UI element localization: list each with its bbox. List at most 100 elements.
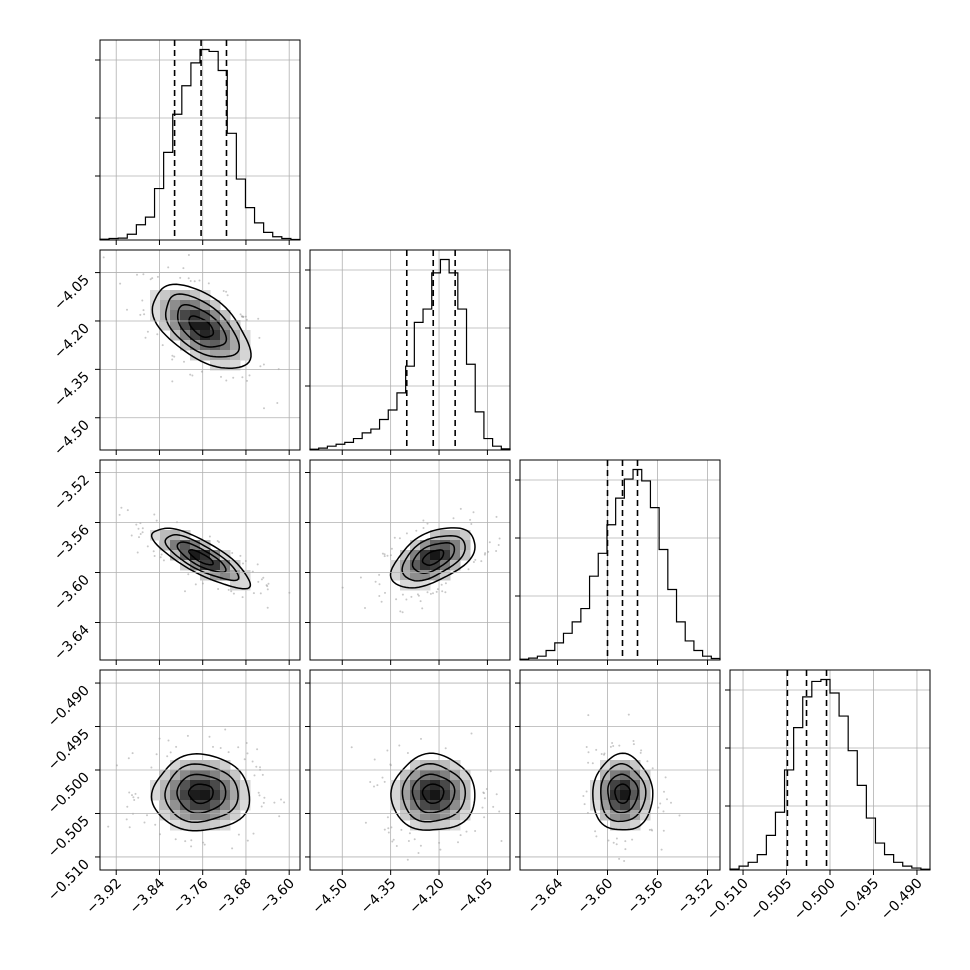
x-tick-label: −0.505 bbox=[747, 876, 795, 924]
density-cell bbox=[630, 760, 641, 771]
sample-point bbox=[395, 598, 398, 601]
density-cell bbox=[170, 330, 181, 341]
density-cell bbox=[200, 540, 211, 551]
sample-point bbox=[256, 748, 259, 751]
histogram bbox=[729, 678, 931, 870]
sample-point bbox=[484, 552, 487, 555]
sample-point bbox=[262, 363, 265, 366]
sample-point bbox=[670, 801, 672, 804]
sample-point bbox=[262, 576, 265, 579]
sample-point bbox=[498, 810, 501, 813]
sample-point bbox=[141, 299, 144, 302]
density-cell bbox=[450, 770, 461, 781]
density-cell bbox=[210, 790, 221, 801]
sample-point bbox=[255, 765, 258, 768]
sample-point bbox=[201, 582, 204, 585]
density-cell bbox=[190, 320, 201, 331]
density-cell bbox=[410, 790, 421, 801]
density-cell bbox=[240, 350, 251, 361]
sample-point bbox=[244, 315, 247, 318]
sample-point bbox=[155, 753, 158, 756]
x-tick-label: −3.84 bbox=[127, 875, 169, 917]
sample-point bbox=[472, 561, 475, 563]
histogram bbox=[309, 258, 511, 450]
density-cell bbox=[190, 800, 201, 811]
density-cell bbox=[450, 810, 461, 821]
density-cell bbox=[400, 560, 411, 571]
density-cell bbox=[450, 540, 461, 551]
sample-point bbox=[241, 376, 244, 379]
sample-point bbox=[137, 796, 140, 799]
sample-point bbox=[612, 841, 615, 844]
density-cell bbox=[460, 770, 471, 781]
sample-point bbox=[426, 591, 429, 594]
sample-point bbox=[664, 776, 667, 779]
sample-point bbox=[153, 555, 156, 557]
density-cell bbox=[600, 780, 611, 791]
sample-point bbox=[259, 592, 262, 595]
sample-point bbox=[153, 513, 156, 516]
sample-point bbox=[612, 745, 615, 747]
sample-point bbox=[162, 559, 165, 562]
sample-point bbox=[383, 828, 386, 831]
sample-point bbox=[146, 545, 149, 548]
sample-point bbox=[487, 550, 490, 553]
sample-point bbox=[133, 799, 136, 801]
sample-point bbox=[245, 742, 248, 744]
sample-point bbox=[260, 578, 263, 581]
sample-point bbox=[364, 607, 366, 609]
density-cell bbox=[180, 550, 191, 561]
x-tick-label: −4.05 bbox=[455, 876, 497, 918]
sample-point bbox=[190, 839, 193, 842]
density-cell bbox=[410, 540, 421, 551]
density-cell bbox=[200, 810, 211, 821]
density-cell bbox=[450, 780, 461, 791]
density-cell bbox=[190, 300, 201, 311]
sample-point bbox=[246, 752, 249, 755]
sample-point bbox=[482, 791, 485, 794]
sample-point bbox=[184, 590, 186, 593]
y-tick-label: −0.495 bbox=[45, 726, 93, 774]
density-cell bbox=[150, 790, 161, 801]
sample-point bbox=[227, 751, 230, 754]
sample-point bbox=[138, 536, 140, 539]
sample-point bbox=[405, 532, 408, 535]
sample-point bbox=[419, 600, 422, 603]
density-cell bbox=[200, 570, 211, 581]
sample-point bbox=[666, 798, 668, 801]
density-cell bbox=[150, 300, 161, 311]
sample-point bbox=[280, 798, 282, 801]
sample-point bbox=[227, 588, 230, 591]
sample-point bbox=[139, 313, 142, 316]
density-cell bbox=[210, 570, 221, 581]
density-layer bbox=[118, 506, 291, 609]
sample-point bbox=[417, 852, 420, 854]
panel-2-0: −3.64 −3.60 −3.56 −3.52 bbox=[51, 459, 301, 665]
sample-point bbox=[251, 760, 254, 763]
sample-point bbox=[389, 554, 392, 557]
density-cell bbox=[160, 770, 171, 781]
sample-point bbox=[627, 713, 630, 716]
density-cell bbox=[640, 770, 651, 781]
sample-point bbox=[232, 592, 235, 595]
density-cell bbox=[160, 320, 171, 331]
sample-point bbox=[624, 848, 627, 851]
sample-point bbox=[187, 277, 190, 280]
density-cell bbox=[150, 310, 161, 321]
panel-frame bbox=[519, 459, 721, 661]
panel-3-0: −3.92 −3.84 −3.76 −3.68 −3.60−0.510−0.505−0.… bbox=[45, 669, 301, 917]
density-cell bbox=[210, 350, 221, 361]
sample-point bbox=[369, 781, 372, 783]
density-cell bbox=[210, 820, 221, 831]
y-tick-label: −3.60 bbox=[51, 572, 93, 614]
sample-point bbox=[421, 607, 424, 610]
sample-point bbox=[399, 610, 402, 613]
density-cell bbox=[230, 810, 241, 821]
density-cell bbox=[410, 800, 421, 811]
sample-point bbox=[142, 273, 145, 276]
sample-point bbox=[225, 290, 228, 293]
sample-point bbox=[193, 280, 196, 283]
density-cell bbox=[450, 790, 461, 801]
sample-point bbox=[618, 744, 621, 747]
density-cell bbox=[450, 530, 461, 541]
